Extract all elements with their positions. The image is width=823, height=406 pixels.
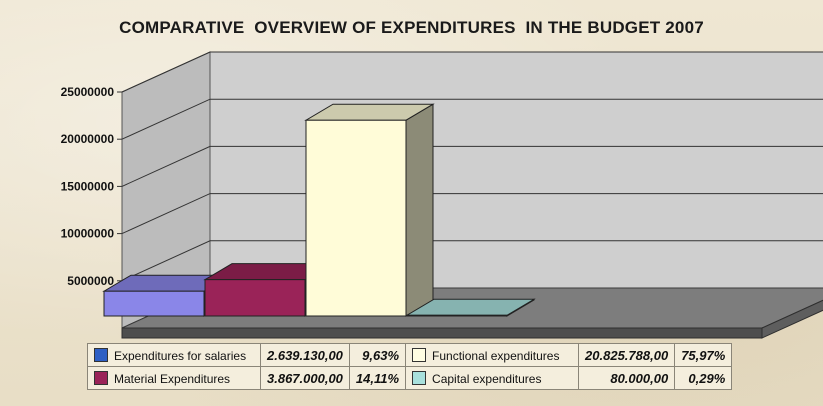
legend-cell-capital: Capital expenditures (405, 366, 580, 390)
legend-row: Material Expenditures 3.867.000,00 14,11… (87, 366, 733, 390)
y-tick-label: 5000000 (67, 274, 114, 288)
legend-percent-salaries: 9,63% (348, 343, 407, 367)
legend-label-capital: Capital expenditures (432, 371, 542, 386)
y-tick-label: 20000000 (61, 132, 115, 146)
back-wall (209, 51, 823, 289)
chart-title: COMPARATIVE OVERVIEW OF EXPENDITURES IN … (119, 18, 704, 37)
floor-side (761, 299, 823, 339)
legend-swatch-salaries (94, 347, 108, 362)
legend-swatch-material (94, 370, 108, 385)
legend-cell-functional: Functional expenditures (405, 343, 580, 367)
legend-swatch-capital (412, 370, 427, 385)
legend-value-capital: 80.000,00 (578, 366, 676, 390)
legend-percent-capital: 0,29% (674, 366, 733, 390)
bar-salaries (102, 274, 233, 317)
gridline (121, 145, 823, 187)
legend-value-material: 3.867.000,00 (260, 366, 350, 390)
bar-side-functional (405, 103, 434, 317)
legend-cell-material: Material Expenditures (87, 366, 261, 390)
legend-swatch-functional (412, 347, 427, 362)
legend-table: Expenditures for salaries 2.639.130,00 9… (87, 343, 733, 390)
floor-front (121, 327, 763, 339)
legend-row: Expenditures for salaries 2.639.130,00 9… (87, 343, 733, 367)
bar-front-capital (406, 314, 508, 317)
legend-label-material: Material Expenditures (114, 371, 231, 386)
legend-cell-salaries: Expenditures for salaries (87, 343, 261, 367)
gridline (121, 240, 823, 282)
bar-front-salaries (103, 290, 205, 317)
legend-percent-functional: 75,97% (674, 343, 733, 367)
legend-value-salaries: 2.639.130,00 (260, 343, 350, 367)
legend-value-functional: 20.825.788,00 (578, 343, 676, 367)
bar-functional (304, 103, 435, 317)
y-tick-label: 25000000 (61, 85, 115, 99)
legend-label-functional: Functional expenditures (432, 348, 560, 363)
gridline (121, 193, 823, 235)
bar-front-material (204, 279, 306, 317)
legend-label-salaries: Expenditures for salaries (114, 348, 247, 363)
bar-front-functional (305, 119, 407, 317)
y-tick-label: 10000000 (61, 227, 115, 241)
y-tick-label: 15000000 (61, 179, 115, 193)
bar-capital (405, 298, 536, 317)
legend-percent-material: 14,11% (348, 366, 407, 390)
gridline (121, 98, 823, 140)
gridline (121, 51, 823, 93)
